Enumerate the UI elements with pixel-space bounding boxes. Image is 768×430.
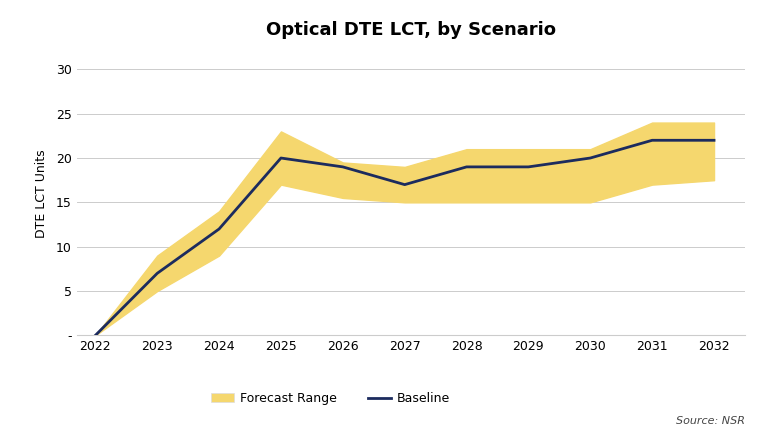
Text: Source: NSR: Source: NSR <box>676 416 745 426</box>
Title: Optical DTE LCT, by Scenario: Optical DTE LCT, by Scenario <box>266 21 556 39</box>
Legend: Forecast Range, Baseline: Forecast Range, Baseline <box>207 387 455 410</box>
Y-axis label: DTE LCT Units: DTE LCT Units <box>35 149 48 238</box>
